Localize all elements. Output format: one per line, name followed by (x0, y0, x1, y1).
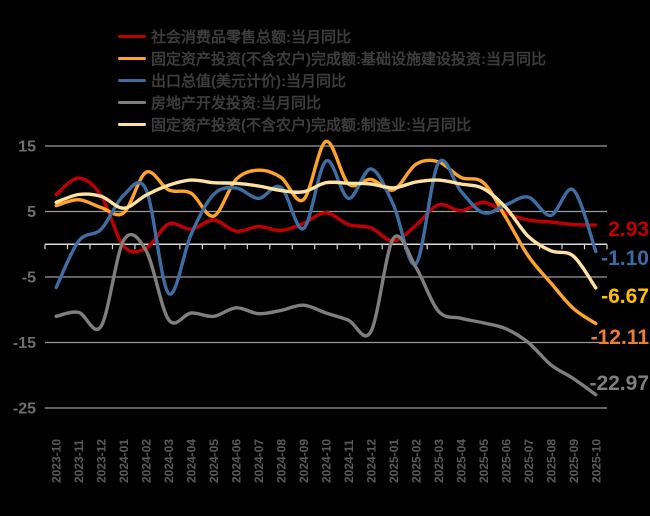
x-axis-label-2025-06: 2025-06 (499, 439, 513, 483)
x-axis-label-2024-09: 2024-09 (297, 439, 311, 483)
y-axis-label-4: -25 (13, 401, 36, 418)
y-axis-label-1: 5 (27, 204, 36, 221)
x-axis-label-2024-04: 2024-04 (185, 439, 199, 483)
x-axis-label-2023-10: 2023-10 (50, 439, 64, 483)
legend-swatch-0 (118, 34, 146, 38)
x-axis-label-2025-04: 2025-04 (454, 439, 468, 483)
series-line-4 (54, 178, 598, 290)
x-axis-label-2025-10: 2025-10 (589, 439, 603, 483)
x-axis-label-2025-03: 2025-03 (432, 439, 446, 483)
legend-label-0: 社会消费品零售总额:当月同比 (151, 28, 351, 46)
x-axis-label-2023-12: 2023-12 (95, 439, 109, 483)
legend-item-4: 固定资产投资(不含农户)完成额:制造业:当月同比 (118, 113, 546, 135)
x-axis-label-2024-05: 2024-05 (207, 439, 221, 483)
y-axis-label-3: -15 (13, 335, 36, 352)
legend-item-3: 房地产开发投资:当月同比 (118, 91, 546, 113)
x-axis-label-2025-07: 2025-07 (522, 439, 536, 483)
legend-label-2: 出口总值(美元计价):当月同比 (151, 72, 346, 90)
legend-swatch-3 (118, 100, 146, 104)
series-line-1 (54, 139, 598, 326)
x-axis-label-2024-08: 2024-08 (275, 439, 289, 483)
end-label-3: -22.97 (589, 372, 649, 395)
series-line-2 (54, 158, 598, 296)
x-axis-label-2024-10: 2024-10 (320, 439, 334, 483)
end-label-4: -6.67 (601, 285, 649, 308)
x-axis-label-2025-02: 2025-02 (409, 439, 423, 483)
legend-item-2: 出口总值(美元计价):当月同比 (118, 69, 546, 91)
legend-label-4: 固定资产投资(不含农户)完成额:制造业:当月同比 (151, 116, 471, 134)
y-axis-label-2: -5 (22, 270, 36, 287)
x-axis-label-2024-12: 2024-12 (364, 439, 378, 483)
x-axis-label-2024-01: 2024-01 (117, 439, 131, 483)
x-axis-label-2025-08: 2025-08 (544, 439, 558, 483)
x-axis-label-2024-03: 2024-03 (162, 439, 176, 483)
x-axis-label-2024-02: 2024-02 (140, 439, 154, 483)
x-axis-label-2024-11: 2024-11 (342, 439, 356, 483)
x-axis-label-2025-01: 2025-01 (387, 439, 401, 483)
x-axis-label-2025-05: 2025-05 (477, 439, 491, 483)
x-axis-label-2024-06: 2024-06 (230, 439, 244, 483)
legend-swatch-1 (118, 56, 146, 60)
series-line-3 (54, 232, 598, 397)
x-axis-label-2025-09: 2025-09 (567, 439, 581, 483)
x-axis-label-2023-11: 2023-11 (72, 439, 86, 483)
end-label-1: -12.11 (591, 326, 650, 349)
x-axis-label-2024-07: 2024-07 (252, 439, 266, 483)
legend-item-0: 社会消费品零售总额:当月同比 (118, 25, 546, 47)
legend-label-3: 房地产开发投资:当月同比 (151, 94, 321, 112)
y-axis-label-0: 15 (18, 139, 36, 156)
chart-legend: 社会消费品零售总额:当月同比固定资产投资(不含农户)完成额:基础设施建设投资:当… (118, 25, 546, 135)
legend-swatch-2 (118, 78, 146, 82)
legend-item-1: 固定资产投资(不含农户)完成额:基础设施建设投资:当月同比 (118, 47, 546, 69)
end-label-2: -1.10 (601, 247, 649, 270)
end-label-0: 2.93 (608, 218, 649, 241)
legend-label-1: 固定资产投资(不含农户)完成额:基础设施建设投资:当月同比 (151, 50, 546, 68)
legend-swatch-4 (118, 122, 146, 126)
